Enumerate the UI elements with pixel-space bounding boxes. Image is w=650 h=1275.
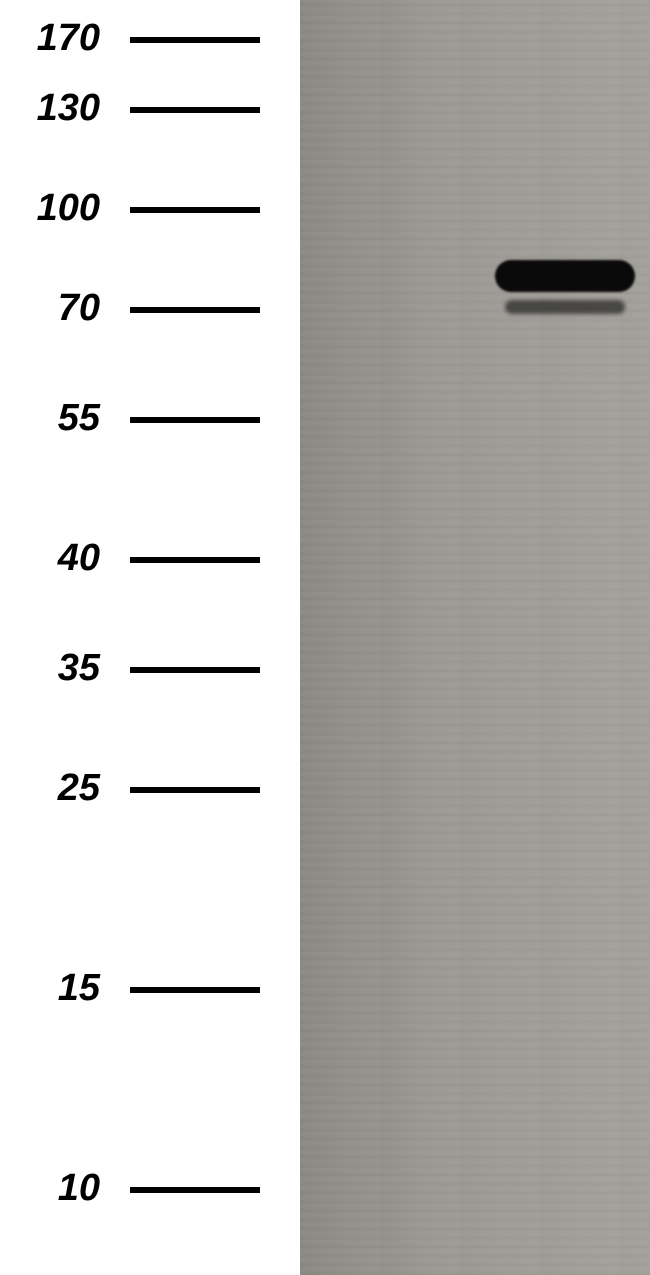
ladder-label-40: 40: [10, 537, 100, 580]
ladder-tick-10: [130, 1187, 260, 1193]
ladder-label-15: 15: [10, 967, 100, 1010]
band-main: [495, 260, 635, 292]
ladder-label-70: 70: [10, 287, 100, 330]
ladder-label-170: 170: [10, 17, 100, 60]
ladder-label-55: 55: [10, 397, 100, 440]
ladder-label-25: 25: [10, 767, 100, 810]
ladder-tick-15: [130, 987, 260, 993]
ladder-tick-100: [130, 207, 260, 213]
ladder-tick-25: [130, 787, 260, 793]
lane-1-control: [300, 0, 475, 1275]
ladder-tick-55: [130, 417, 260, 423]
blot-membrane: [300, 0, 650, 1275]
western-blot-figure: 170 130 100 70 55 40 35 25 15 10: [0, 0, 650, 1275]
ladder-tick-35: [130, 667, 260, 673]
ladder-tick-170: [130, 37, 260, 43]
ladder-tick-40: [130, 557, 260, 563]
ladder-tick-70: [130, 307, 260, 313]
ladder-tick-130: [130, 107, 260, 113]
ladder-label-35: 35: [10, 647, 100, 690]
lane-2-sample: [475, 0, 650, 1275]
ladder-label-10: 10: [10, 1167, 100, 1210]
ladder-label-130: 130: [10, 87, 100, 130]
ladder-label-100: 100: [10, 187, 100, 230]
band-secondary: [505, 300, 625, 314]
